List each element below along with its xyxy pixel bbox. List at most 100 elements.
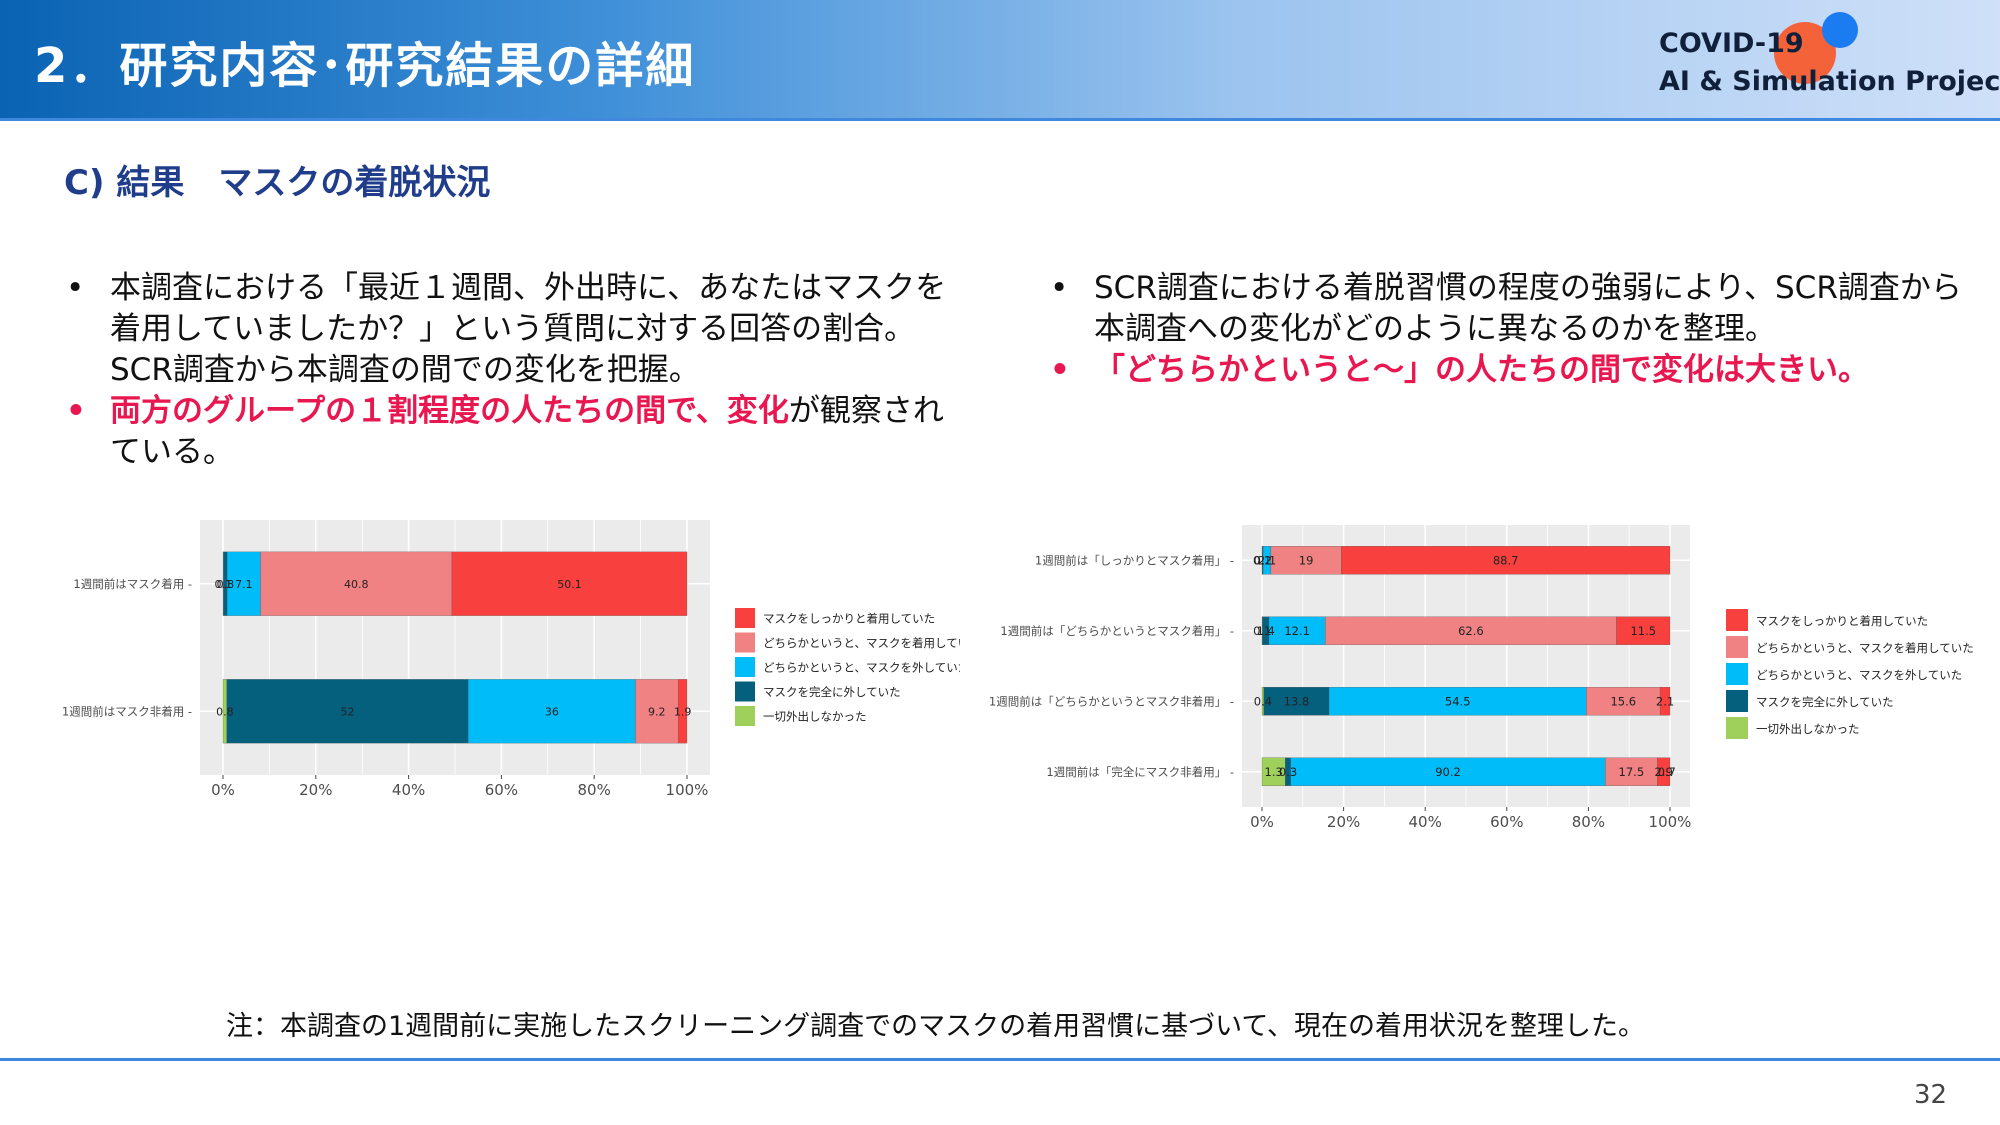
page-number: 32 <box>1914 1080 1948 1110</box>
legend-label: マスクを完全に外していた <box>763 685 901 699</box>
legend-label: どちらかというと、マスクを外していた <box>763 660 960 674</box>
data-label: 1.9 <box>674 705 692 718</box>
bullet-item: • 「どちらかというと～」の人たちの間で変化は大きい。 <box>1042 350 1962 391</box>
data-label: 0.2 <box>1254 553 1272 567</box>
legend-label: どちらかというと、マスクを外していた <box>1756 668 1962 682</box>
data-label: 2.1 <box>1656 694 1674 708</box>
data-label: 11.5 <box>1630 624 1656 638</box>
data-label: 36 <box>545 705 559 718</box>
category-label: 1週間前はマスク非着用 - <box>62 704 192 718</box>
bullet-item: • 両方のグループの１割程度の人たちの間で、変化が観察されている。 <box>58 391 958 473</box>
x-tick-label: 40% <box>1409 813 1442 830</box>
x-tick-label: 0% <box>1250 813 1274 830</box>
bar-segment <box>1263 686 1330 716</box>
bar-segment <box>1605 757 1658 786</box>
data-label: 0.4 <box>1254 694 1272 708</box>
category-label: 1週間前は「完全にマスク非着用」 - <box>1046 765 1234 779</box>
bullet-text: SCR調査における着脱習慣の程度の強弱により、SCR調査から本調査への変化がどの… <box>1094 270 1962 347</box>
bar-segment <box>227 551 261 616</box>
bar-segment <box>1616 616 1671 646</box>
logo-text-line1: COVID-19 <box>1659 28 1804 59</box>
right-bullet-list: • SCR調査における着脱習慣の程度の強弱により、SCR調査から本調査への変化が… <box>1042 268 1962 391</box>
legend-swatch <box>1726 636 1748 658</box>
bar-segment <box>226 679 469 744</box>
data-label: 15.6 <box>1610 694 1636 708</box>
data-label: 17.5 <box>1619 765 1645 779</box>
x-tick-label: 20% <box>1327 813 1360 830</box>
bar-segment <box>468 679 636 744</box>
bar-segment <box>635 679 679 744</box>
legend-swatch <box>735 706 755 726</box>
data-label: 0.1 <box>1253 553 1271 567</box>
bullet-item: • 本調査における「最近１週間、外出時に、あなたはマスクを着用していましたか？」… <box>58 268 958 391</box>
left-bullet-list: • 本調査における「最近１週間、外出時に、あなたはマスクを着用していましたか？」… <box>58 268 958 473</box>
bar-segment <box>1657 757 1671 786</box>
x-tick-label: 80% <box>578 781 611 799</box>
category-label: 1週間前は「しっかりとマスク着用」 - <box>1035 553 1234 567</box>
x-tick-label: 40% <box>392 781 425 799</box>
data-label: 0.1 <box>1253 624 1271 638</box>
data-label: 1.3 <box>1265 765 1283 779</box>
data-label: 90.2 <box>1435 765 1461 779</box>
legend-label: どちらかというと、マスクを着用していた <box>1756 641 1974 655</box>
x-tick-label: 60% <box>1490 813 1523 830</box>
x-tick-label: 100% <box>1649 813 1692 830</box>
data-label: 2.9 <box>1655 765 1673 779</box>
data-label: 88.7 <box>1493 553 1519 567</box>
legend-label: マスクを完全に外していた <box>1756 695 1894 709</box>
logo-blue-circle <box>1822 12 1858 48</box>
bullet-highlight-text: 「どちらかというと～」の人たちの間で変化は大きい。 <box>1094 352 1869 388</box>
category-label: 1週間前は「どちらかというとマスク着用」 - <box>1000 624 1234 638</box>
bar-segment <box>260 551 453 616</box>
bullet-highlight-text: 両方のグループの１割程度の人たちの間で、変化 <box>110 393 789 429</box>
bar-segment <box>1328 686 1587 716</box>
data-label: 0.8 <box>217 578 235 591</box>
bar-segment <box>1341 545 1671 575</box>
slide-header <box>0 0 2000 118</box>
category-label: 1週間前はマスク着用 - <box>73 577 192 591</box>
bullet-marker: • <box>66 270 85 306</box>
data-label: 0.1 <box>214 578 232 591</box>
x-tick-label: 100% <box>666 781 709 799</box>
bar-segment <box>1268 616 1326 646</box>
legend-swatch <box>1726 663 1748 685</box>
legend-swatch <box>735 657 755 677</box>
data-label: 54.5 <box>1445 694 1471 708</box>
legend-swatch <box>735 681 755 702</box>
bullet-text: 本調査における「最近１週間、外出時に、あなたはマスクを着用していましたか？」とい… <box>110 270 947 388</box>
data-label: 13.8 <box>1284 694 1310 708</box>
bullet-marker: • <box>1050 352 1070 388</box>
legend-swatch <box>735 632 755 653</box>
header-divider <box>0 118 2000 121</box>
legend-label: 一切外出しなかった <box>1756 722 1860 736</box>
data-label: 40.8 <box>344 578 369 591</box>
legend-swatch <box>1726 609 1748 631</box>
bar-segment <box>1290 757 1606 786</box>
legend-swatch <box>1726 717 1748 739</box>
footer-divider <box>0 1058 2000 1061</box>
slide-title: 2．研究内容･研究結果の詳細 <box>34 38 696 94</box>
data-label: 9.2 <box>648 705 666 718</box>
data-label: 0.7 <box>1658 765 1676 779</box>
logo-text-line2: AI & Simulation Project <box>1659 66 2000 97</box>
data-label: 2.1 <box>1258 553 1276 567</box>
data-label: 0.8 <box>216 705 234 718</box>
x-tick-label: 0% <box>211 781 235 799</box>
bullet-text: が観察されている。 <box>110 393 944 470</box>
bar-segment <box>1586 686 1661 716</box>
data-label: 1.4 <box>1257 624 1275 638</box>
data-label: 52 <box>340 705 354 718</box>
legend-swatch <box>1726 690 1748 712</box>
bar-segment <box>1270 545 1342 575</box>
data-label: 62.6 <box>1458 624 1484 638</box>
legend-label: 一切外出しなかった <box>763 709 867 723</box>
bar-segment <box>1659 686 1671 716</box>
stacked-bar-chart-left: 1週間前はマスク着用 -0.10.8 7.1 40.8 50.11週間前はマスク非着用… <box>62 520 960 799</box>
data-label: 0.3 <box>1279 765 1297 779</box>
bullet-marker: • <box>66 393 86 429</box>
x-tick-label: 80% <box>1572 813 1605 830</box>
project-logo: COVID-19 AI & Simulation Project <box>1656 12 2000 108</box>
category-label: 1週間前は「どちらかというとマスク非着用」 - <box>990 694 1234 708</box>
bar-segment <box>451 551 688 616</box>
legend-label: マスクをしっかりと着用していた <box>1756 614 1928 628</box>
